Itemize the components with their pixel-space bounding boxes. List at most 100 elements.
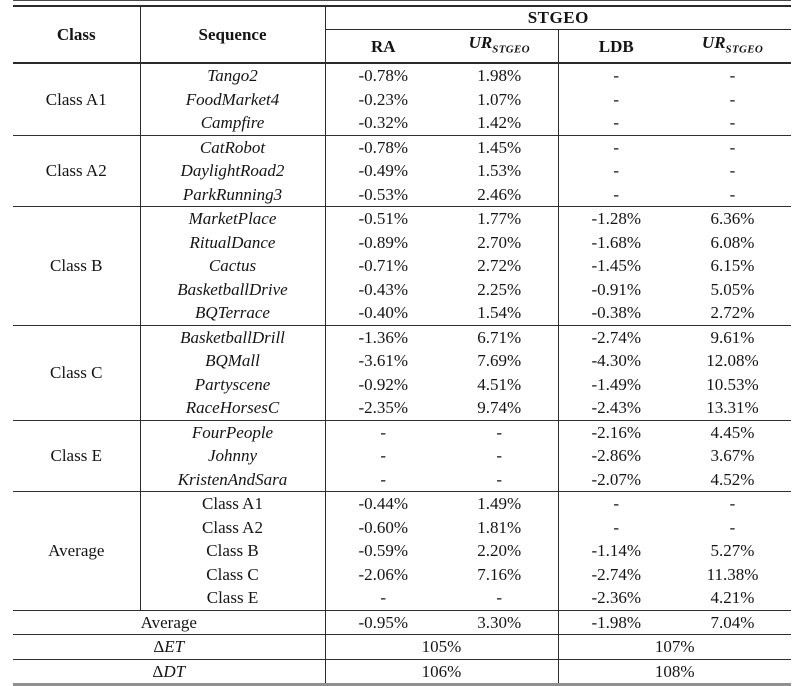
table-row: Class A2 -0.60% 1.81% - - [13,515,791,540]
results-table: Class Sequence STGEO RA URSTGEO LDB URST… [13,5,792,686]
ur-label: URSTGEO [701,33,764,56]
value-cell: -2.35% [325,396,441,421]
table-row: Average Class A1 -0.44% 1.49% - - [13,491,791,611]
value-cell: 5.05% [710,279,755,299]
value-cell: -2.36% [558,586,674,611]
value-cell: -0.51% [358,209,409,229]
table-row: Campfire -0.32% 1.42% - - [13,111,792,136]
header-ur-stgeo-ra: URSTGEO [441,29,559,64]
header-ur-stgeo-ldb: URSTGEO [674,30,791,64]
table-row: Class A1 Tango2 -0.78% 1.98% - - [13,63,791,136]
table-row: RaceHorsesC -2.35% 9.74% -2.43% 13.31% [13,396,792,421]
sequence-cell: Class A1 [140,491,326,516]
value-cell: 6.36% [710,209,755,229]
header-stgeo: STGEO [325,6,792,30]
summary-row: ΔDT 106% 108% [13,659,792,686]
value-cell: -1.14% [591,541,642,561]
value-cell: 2.70% [441,230,559,255]
value-cell: 1.07% [441,87,559,112]
value-cell: 1.81% [441,515,559,540]
summary-value: 7.04% [674,610,792,636]
value-cell: 4.52% [674,467,792,493]
sequence-cell: Class E [140,586,326,611]
sequence-cell: Johnny [140,444,326,468]
value-cell: -0.59% [358,541,409,561]
table-row: Class E FourPeople - - -2.16% 4.45% [13,420,791,493]
sequence-cell: Campfire [140,111,326,136]
sequence-cell: Class A2 [140,515,326,540]
value-cell: - [674,111,792,136]
table-header: Class Sequence STGEO RA URSTGEO LDB URST… [13,6,792,64]
table-row: DaylightRoad2 -0.49% 1.53% - - [13,159,791,183]
table-row: RitualDance -0.89% 2.70% -1.68% 6.08% [13,230,791,255]
value-cell: - [380,446,387,466]
value-cell: 13.31% [674,396,792,421]
sequence-cell: KristenAndSara [140,467,326,493]
value-cell: -4.30% [591,351,642,371]
value-cell: -0.91% [591,279,642,299]
value-cell: - [441,586,559,611]
summary-value: 108% [558,659,792,686]
value-cell: -2.74% [591,327,642,347]
sequence-cell: Class C [140,562,326,587]
value-cell: - [729,517,736,537]
value-cell: -2.86% [591,446,642,466]
header-class: Class [13,6,141,64]
value-cell: 1.77% [441,206,559,231]
value-cell: -1.36% [358,327,409,347]
value-cell: -0.78% [358,66,409,86]
header-ra: RA [370,36,396,56]
table-row: BQMall -3.61% 7.69% -4.30% 12.08% [13,349,791,373]
table-row: Class B MarketPlace -0.51% 1.77% -1.28% 6.36% [13,206,791,326]
value-cell: - [613,66,620,86]
value-cell: 1.45% [441,135,559,160]
value-cell: -2.07% [558,467,674,493]
sequence-cell: BasketballDrive [140,277,326,302]
value-cell: 2.20% [441,539,559,563]
value-cell: 1.54% [441,301,559,326]
sequence-cell: Partyscene [140,372,326,397]
value-cell: 2.25% [441,277,559,302]
value-cell: -2.74% [591,564,642,584]
value-cell: - [441,420,559,445]
value-cell: 1.98% [441,63,559,88]
value-cell: - [441,444,559,468]
value-cell: 1.53% [441,159,559,183]
table-row: Johnny - - -2.86% 3.67% [13,444,791,468]
summary-value: -0.95% [325,610,441,636]
value-cell: - [729,137,736,157]
sequence-cell: RitualDance [140,230,326,255]
value-cell: - [613,89,620,109]
value-cell: 1.49% [441,491,559,516]
value-cell: -0.71% [358,256,409,276]
summary-label: ΔDT [13,659,326,686]
value-cell: - [558,111,674,136]
sequence-cell: RaceHorsesC [140,396,326,421]
value-cell: -0.49% [358,161,409,181]
results-table-wrapper: Class Sequence STGEO RA URSTGEO LDB URST… [13,0,792,686]
class-label: Class B [13,206,141,326]
sequence-cell: FourPeople [140,420,326,445]
summary-label: Average [13,610,326,636]
summary-value: -1.98% [558,610,674,636]
table-row: Class C BasketballDrill -1.36% 6.71% -2.74% 9… [13,325,791,421]
ur-label: URSTGEO [468,33,530,56]
value-cell: - [674,182,792,208]
table-row: Class A2 CatRobot -0.78% 1.45% - - [13,135,791,208]
summary-value: 3.30% [441,610,559,636]
value-cell: 10.53% [706,374,759,394]
header-row-group: Class Sequence STGEO [13,6,792,64]
header-row-subcolumns: RA URSTGEO LDB URSTGEO [13,29,791,64]
value-cell: 11.38% [706,564,759,584]
value-cell: - [729,89,736,109]
value-cell: - [325,467,441,493]
value-cell: -0.78% [358,137,409,157]
sequence-cell: DaylightRoad2 [140,159,326,183]
value-cell: 9.74% [441,396,559,421]
value-cell: - [613,517,620,537]
sequence-cell: CatRobot [140,135,326,160]
value-cell: -1.45% [591,256,642,276]
value-cell: - [729,161,736,181]
sequence-cell: FoodMarket4 [140,87,326,112]
